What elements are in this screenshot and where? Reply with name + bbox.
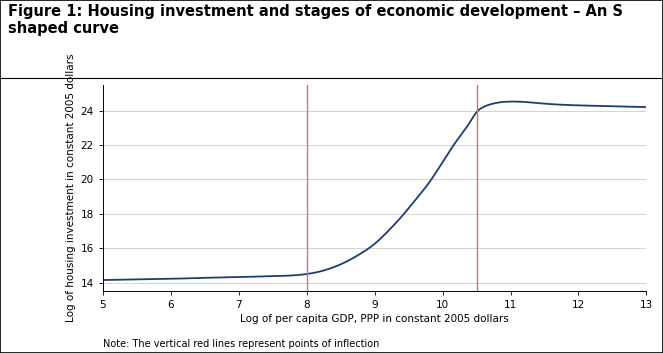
X-axis label: Log of per capita GDP, PPP in constant 2005 dollars: Log of per capita GDP, PPP in constant 2… (240, 315, 509, 324)
Y-axis label: Log of housing investment in constant 2005 dollars: Log of housing investment in constant 20… (66, 54, 76, 322)
Text: Figure 1: Housing investment and stages of economic development – An S
shaped cu: Figure 1: Housing investment and stages … (8, 4, 623, 36)
Text: Note: The vertical red lines represent points of inflection: Note: The vertical red lines represent p… (103, 340, 379, 349)
